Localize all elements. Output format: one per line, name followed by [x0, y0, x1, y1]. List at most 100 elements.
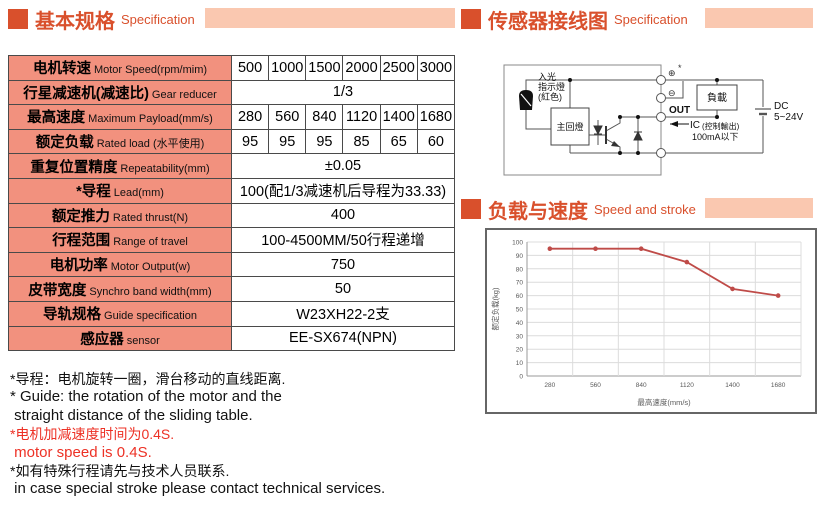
- spec-row-label: 皮带宽度 Synchro band width(mm): [8, 276, 232, 302]
- section-header-sensor: 传感器接线图 Specification: [461, 8, 688, 33]
- led-label-line3: (紅色): [538, 91, 562, 102]
- spec-value-cell: ±0.05: [231, 153, 455, 179]
- label-zh: 感应器: [80, 331, 124, 348]
- out-label: OUT: [669, 105, 690, 116]
- spec-row-label: 行星减速机(减速比) Gear reducer: [8, 79, 232, 106]
- series-line: [549, 247, 779, 297]
- label-zh: 电机转速: [32, 61, 91, 78]
- section-subtitle: Speed and stroke: [594, 201, 696, 217]
- spec-value-cell: 1680: [416, 104, 456, 130]
- label-en: Synchro band width(mm): [89, 285, 212, 298]
- main-circuit-label: 主回燈: [556, 121, 583, 132]
- spec-table-row: 额定负载 Rated load (水平使用) 95 95 95 85 65 60: [8, 128, 456, 155]
- spec-row-label: 行程范围 Range of travel: [8, 227, 232, 253]
- label-zh: 额定负载: [35, 135, 94, 152]
- label-zh: 行程范围: [52, 233, 111, 250]
- led-icon: [519, 90, 533, 110]
- y-tick-label: 80: [516, 266, 524, 273]
- label-en: Rated thrust(N): [112, 211, 189, 224]
- zener-diode-icon: [593, 125, 603, 136]
- data-point-marker: [593, 246, 598, 251]
- spec-table-row: 电机转速 Motor Speed(rpm/mim) 500 1000 1500 2000 2…: [8, 55, 456, 81]
- label-en: Lead(mm): [113, 187, 164, 200]
- footnote-line: *电机加减速度时间为0.4S.: [10, 426, 175, 443]
- sensor-wiring-diagram: 主回燈 ⊕ * ⊖ 入光 指示燈 (紅色): [503, 63, 804, 176]
- spec-row-label: 额定负载 Rated load (水平使用): [8, 128, 232, 155]
- spec-value-cell: 3000: [416, 55, 456, 81]
- junction-dots: [568, 78, 719, 155]
- y-tick-label: 90: [516, 253, 524, 260]
- x-tick-label: 560: [590, 382, 601, 389]
- ic-label: IC: [690, 120, 700, 131]
- spec-table-row: 行程范围 Range of travel 100-4500MM/50行程递增: [8, 227, 455, 253]
- y-tick-label: 100: [512, 240, 523, 247]
- spec-value-cell: 95: [305, 128, 344, 155]
- footnotes: *导程：电机旋转一圈，滑台移动的直线距离. * Guide: the rotati…: [10, 370, 455, 499]
- control-output-label: (控制輸出): [702, 121, 740, 131]
- x-axis-label: 最高速度(mm/s): [637, 397, 691, 407]
- current-limit-label: 100mA以下: [692, 132, 739, 142]
- spec-value-cell: 85: [342, 128, 381, 155]
- load-speed-chart-svg: 0 10 20 30 40 50 60 70 80 90 100 280 560 840 1120 1400 1…: [490, 240, 802, 407]
- spec-row-label: 最高速度 Maximum Payload(mm/s): [8, 104, 232, 130]
- y-tick-label: 70: [516, 280, 524, 287]
- label-zh: 电机功率: [49, 258, 108, 275]
- spec-table-row: 皮带宽度 Synchro band width(mm) 50: [8, 276, 455, 302]
- spec-value-cell: 1000: [268, 55, 307, 81]
- y-tick-label: 10: [516, 360, 524, 367]
- section-subtitle: Specification: [121, 11, 195, 27]
- y-tick-label: 50: [516, 307, 524, 314]
- section-bullet-icon: [461, 9, 481, 29]
- dc-voltage-label: 5~24V: [774, 112, 804, 123]
- label-zh: 最高速度: [27, 110, 86, 127]
- arrow-left-icon: [670, 121, 678, 127]
- spec-table-row: 最高速度 Maximum Payload(mm/s) 280 560 840 1120 14…: [8, 104, 456, 130]
- spec-value-cell: 100(配1/3减速机后导程为33.33): [231, 177, 455, 204]
- spec-value-cell: 95: [268, 128, 307, 155]
- spec-row-label: 电机功率 Motor Output(w): [8, 251, 232, 278]
- label-zh: 导轨规格: [43, 307, 102, 324]
- footnote-line: in case special stroke please contact te…: [10, 480, 386, 498]
- label-en: sensor: [126, 334, 160, 347]
- label-zh: 额定推力: [51, 208, 110, 225]
- spec-table-row: 导轨规格 Guide specification W23XH22-2支: [8, 300, 455, 327]
- section-title: 传感器接线图: [488, 10, 608, 33]
- label-en: Motor Speed(rpm/mim): [93, 64, 208, 77]
- section-bullet-icon: [8, 9, 28, 29]
- spec-value-cell: 100-4500MM/50行程递增: [231, 227, 455, 253]
- spec-row-label: 额定推力 Rated thrust(N): [8, 202, 232, 229]
- data-point-marker: [547, 246, 553, 251]
- spec-value-cell: 500: [230, 55, 270, 81]
- spec-table-row: 行星减速机(减速比) Gear reducer 1/3: [8, 79, 455, 106]
- terminals: [656, 75, 666, 158]
- accent-bar: [705, 8, 813, 28]
- label-en: Motor Output(w): [110, 261, 191, 274]
- spec-table-row: 感应器 sensor EE-SX674(NPN): [8, 325, 455, 352]
- terminal-star-label: *: [678, 63, 682, 73]
- spec-row-label: 导轨规格 Guide specification: [8, 300, 232, 327]
- y-axis-label: 额定负载(kg): [490, 287, 500, 330]
- load-box: [696, 84, 738, 111]
- led-label-line1: 入光: [538, 71, 556, 82]
- spec-row-label: 电机转速 Motor Speed(rpm/mim): [8, 55, 232, 81]
- load-label: 負載: [707, 92, 727, 104]
- spec-table: 电机转速 Motor Speed(rpm/mim) 500 1000 1500 2000 2…: [8, 55, 456, 352]
- spec-value-cell: 65: [379, 128, 418, 155]
- spec-value-cell: 840: [305, 104, 344, 130]
- spec-value-cell: 1400: [379, 104, 418, 130]
- spec-value-cell: 750: [231, 251, 455, 278]
- spec-row-label: 重复位置精度 Repeatability(mm): [8, 153, 232, 179]
- spec-value-cell: 50: [231, 276, 455, 302]
- accent-bar: [705, 198, 813, 218]
- footnote-line: * Guide: the rotation of the motor and t…: [10, 388, 282, 406]
- y-tick-label: 0: [519, 374, 523, 381]
- label-zh: *导程: [76, 184, 111, 201]
- label-zh: 重复位置精度: [30, 159, 118, 176]
- spec-value-cell: 1500: [305, 55, 344, 81]
- data-point-marker: [730, 286, 735, 292]
- y-tick-label: 40: [516, 320, 524, 327]
- zener-diode-icon: [633, 130, 643, 141]
- spec-value-cell: 60: [416, 128, 456, 155]
- y-tick-label: 20: [516, 347, 524, 354]
